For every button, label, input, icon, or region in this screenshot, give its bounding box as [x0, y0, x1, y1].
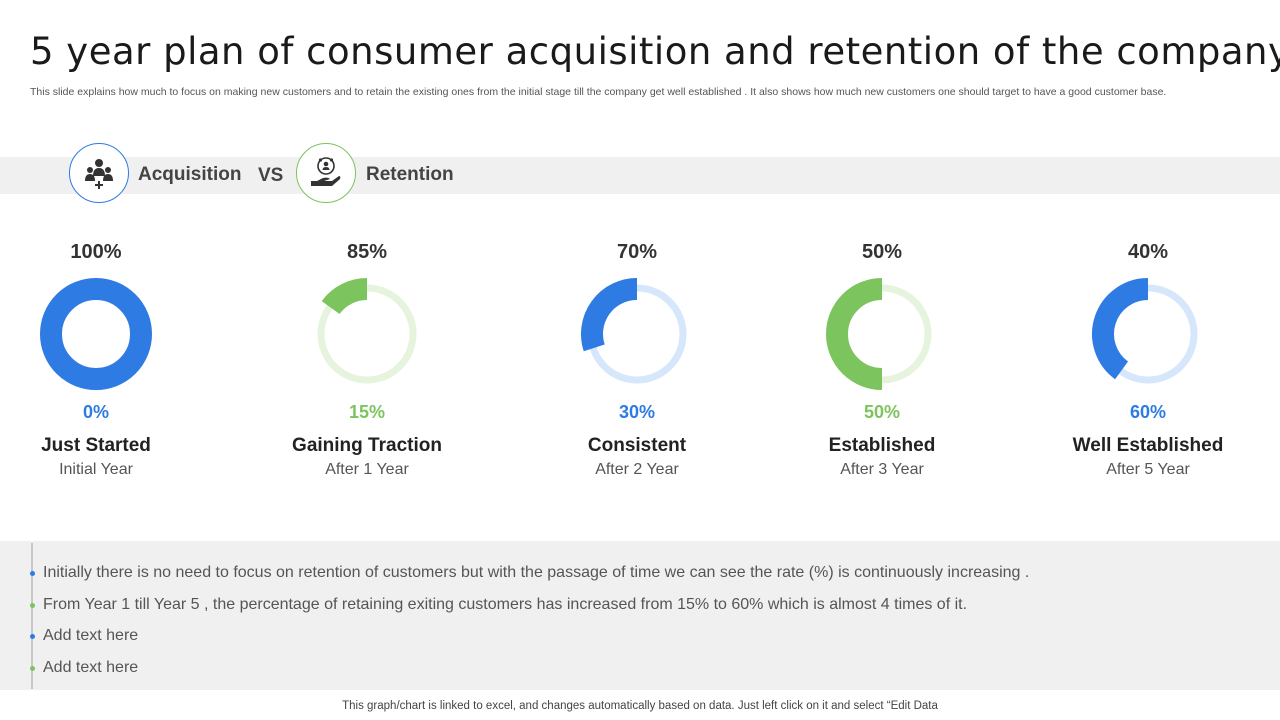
retention-label: Retention — [366, 164, 454, 185]
notes-panel: Initially there is no need to focus on r… — [0, 541, 1280, 690]
stage-period: Initial Year — [59, 461, 133, 478]
vs-label: VS — [258, 165, 284, 186]
donut-segment — [40, 278, 152, 391]
stage-4: 50% 50% Established After 3 Year — [762, 232, 1002, 480]
stage-name: Well Established — [1072, 435, 1224, 456]
stage-bottom-percent: 60% — [1129, 402, 1167, 422]
stage-3: 70% 30% Consistent After 2 Year — [517, 232, 757, 480]
stage-bottom-percent: 15% — [348, 402, 386, 422]
bullet-dot-icon — [30, 602, 35, 608]
note-item: Initially there is no need to focus on r… — [30, 562, 1029, 594]
stage-bottom-percent: 0% — [82, 402, 109, 422]
stage-name: Consistent — [587, 435, 687, 456]
stage-name: Just Started — [41, 435, 151, 456]
stage-period: After 2 Year — [595, 461, 679, 478]
stage-top-percent: 100% — [70, 241, 122, 263]
donut-segment — [826, 278, 883, 390]
page-subtitle: This slide explains how much to focus on… — [30, 86, 1167, 98]
stage-period: After 5 Year — [1106, 461, 1190, 478]
donut-segment — [1092, 278, 1149, 380]
stage-bottom-percent: 30% — [618, 402, 656, 422]
stage-period: After 3 Year — [840, 461, 924, 478]
retention-icon-circle — [296, 143, 356, 203]
stage-top-percent: 85% — [346, 241, 388, 263]
note-item: Add text here — [30, 625, 1029, 657]
notes-divider — [31, 543, 33, 689]
acquisition-label: Acquisition — [138, 164, 242, 185]
note-text: Add text here — [43, 627, 139, 644]
donut-chart — [317, 278, 417, 384]
stage-2: 85% 15% Gaining Traction After 1 Year — [247, 232, 487, 480]
note-item: Add text here — [30, 657, 1029, 689]
stage-name: Established — [828, 435, 936, 456]
people-add-icon — [85, 159, 113, 189]
stage-5: 40% 60% Well Established After 5 Year — [1028, 232, 1268, 480]
stage-top-percent: 50% — [861, 241, 903, 263]
stage-top-percent: 70% — [616, 241, 658, 263]
stage-top-percent: 40% — [1127, 241, 1169, 263]
note-item: From Year 1 till Year 5 , the percentage… — [30, 594, 1029, 626]
donut-segment — [321, 278, 368, 315]
hand-people-icon — [311, 157, 341, 186]
footer-note: This graph/chart is linked to excel, and… — [342, 700, 938, 712]
donut-chart — [40, 278, 152, 391]
bullet-dot-icon — [30, 665, 35, 671]
stage-bottom-percent: 50% — [863, 402, 901, 422]
legend-band — [0, 157, 1280, 194]
stage-name: Gaining Traction — [292, 435, 442, 456]
acquisition-icon-circle — [69, 143, 129, 203]
stage-period: After 1 Year — [325, 461, 409, 478]
donut-segment — [581, 278, 638, 352]
donut-chart — [826, 278, 932, 390]
donut-chart — [1092, 278, 1198, 384]
note-text: Add text here — [43, 658, 139, 676]
note-text: Initially there is no need to focus on r… — [43, 564, 1030, 581]
bullet-dot-icon — [30, 634, 35, 639]
stage-1: 100% 0% Just Started Initial Year — [0, 232, 216, 480]
note-text: From Year 1 till Year 5 , the percentage… — [43, 595, 968, 613]
bullet-dot-icon — [30, 571, 35, 576]
page-title: 5 year plan of consumer acquisition and … — [30, 30, 1280, 73]
donut-chart — [581, 278, 687, 384]
notes-list: Initially there is no need to focus on r… — [30, 562, 1029, 688]
